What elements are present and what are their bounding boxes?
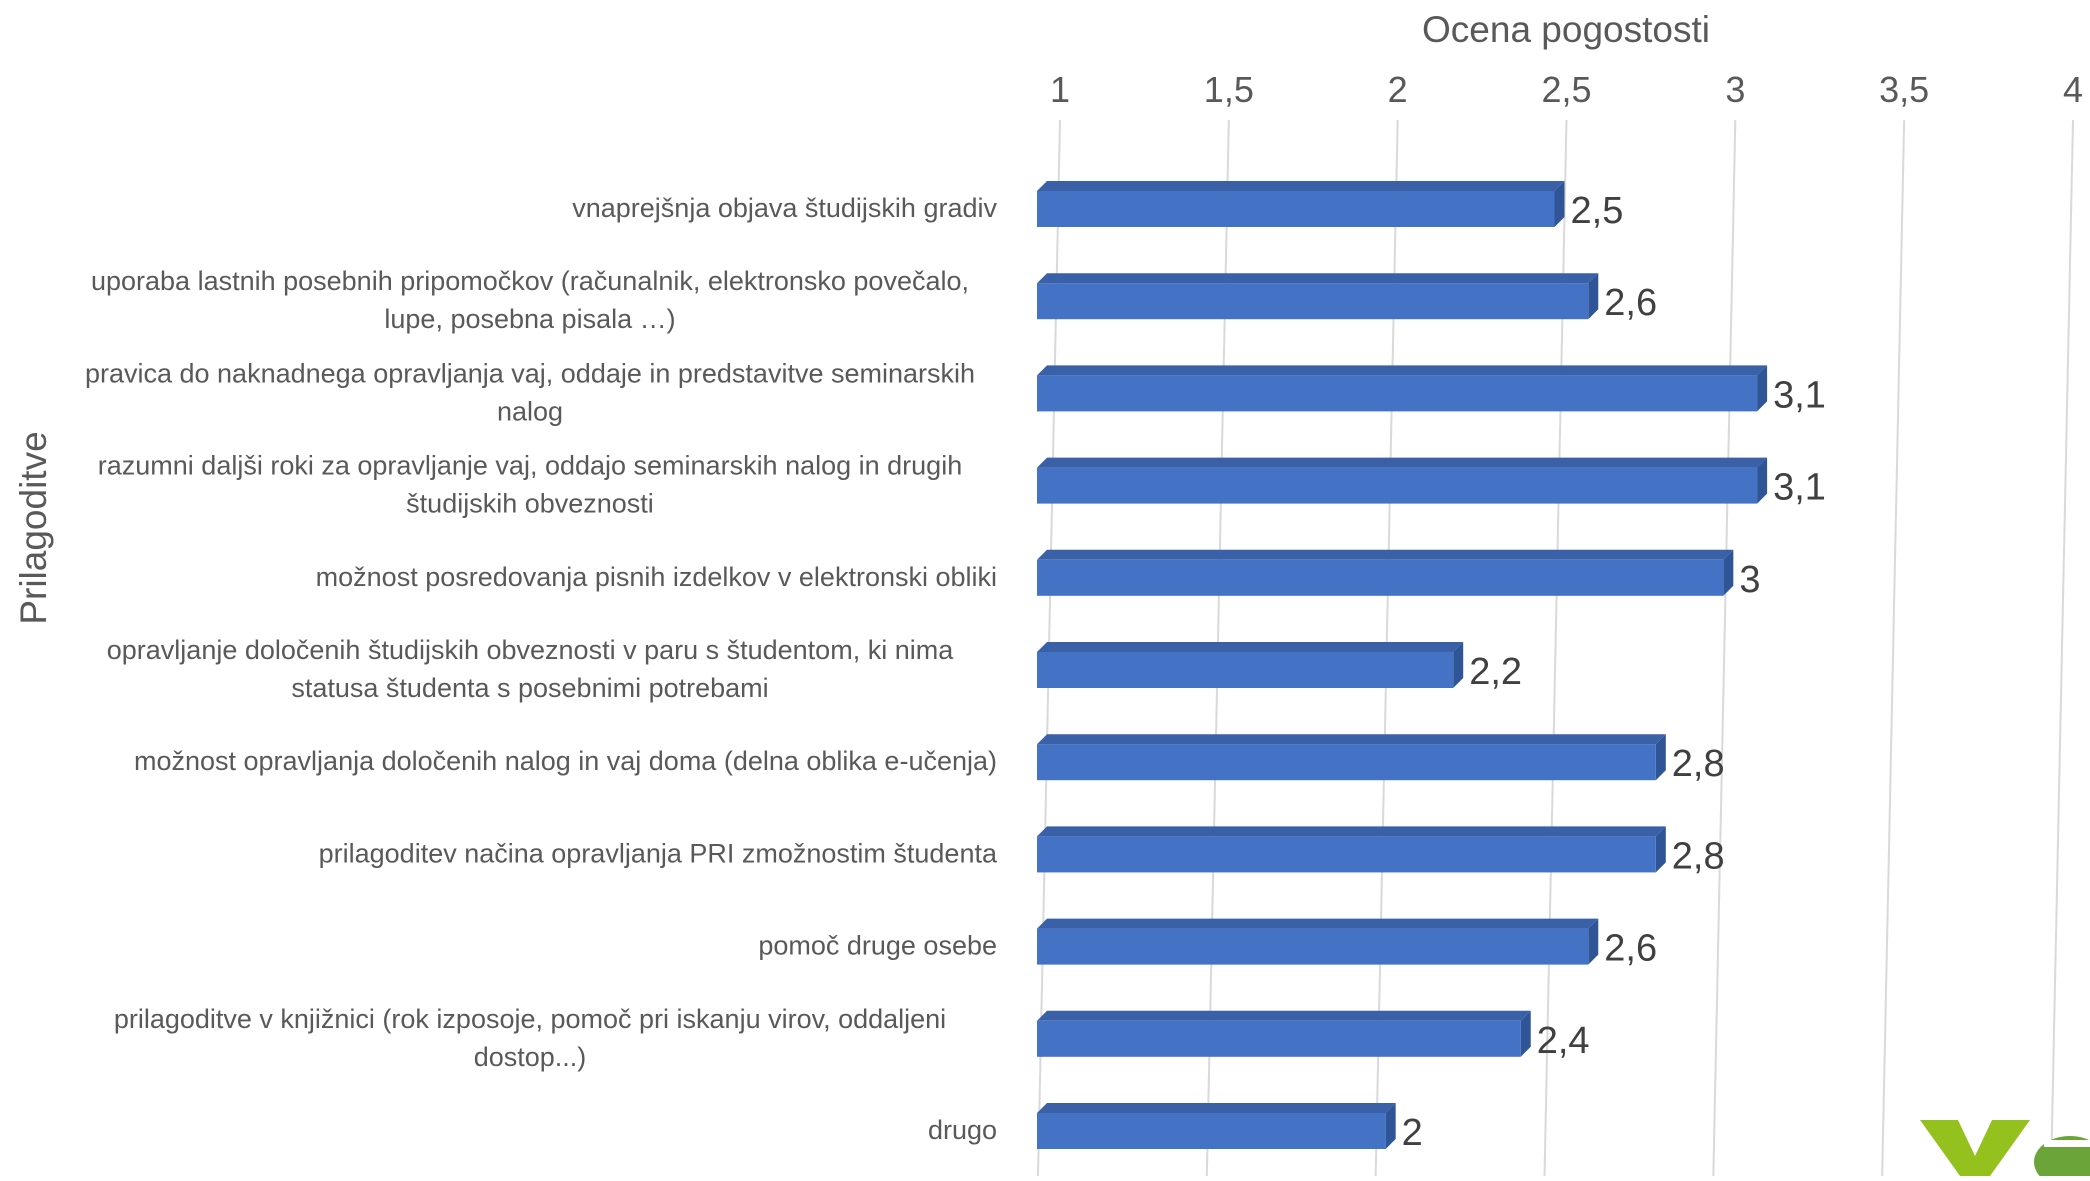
- bar-top-face: [1037, 734, 1666, 744]
- category-label: možnost posredovanja pisnih izdelkov v e…: [316, 562, 997, 592]
- bar-top-face: [1037, 1103, 1396, 1113]
- bar: [1037, 744, 1656, 780]
- bar: [1037, 652, 1453, 688]
- data-label: 3,1: [1773, 374, 1826, 416]
- bar: [1037, 1113, 1386, 1149]
- gridline: [2051, 120, 2073, 1176]
- bar: [1037, 283, 1588, 319]
- bar-top-face: [1037, 181, 1565, 191]
- bar: [1037, 191, 1555, 227]
- bar: [1037, 560, 1723, 596]
- bar: [1037, 1021, 1521, 1057]
- bar-top-face: [1037, 550, 1733, 560]
- data-label: 2,2: [1469, 651, 1522, 693]
- x-tick-label: 4: [2063, 69, 2083, 110]
- gridline: [1882, 120, 1904, 1176]
- data-label: 2,8: [1672, 743, 1725, 785]
- category-label: opravljanje določenih študijskih obvezno…: [107, 635, 954, 703]
- x-axis-title: Ocena pogostosti: [1422, 9, 1710, 50]
- y-axis-title: Prilagoditve: [13, 431, 54, 624]
- data-label: 2,8: [1672, 835, 1725, 877]
- category-label: uporaba lastnih posebnih pripomočkov (ra…: [91, 266, 969, 334]
- data-label: 2,6: [1604, 282, 1657, 324]
- bar: [1037, 468, 1757, 504]
- gridline: [1713, 120, 1735, 1176]
- category-label: pomoč druge osebe: [758, 931, 997, 961]
- data-label: 3,1: [1773, 467, 1826, 509]
- x-tick-label: 3,5: [1879, 69, 1929, 110]
- bar-top-face: [1037, 458, 1767, 468]
- bar-top-face: [1037, 919, 1598, 929]
- bar: [1037, 836, 1656, 872]
- category-label: možnost opravljanja določenih nalog in v…: [134, 746, 997, 776]
- bar-top-face: [1037, 1011, 1531, 1021]
- data-label: 3: [1739, 559, 1760, 601]
- bar: [1037, 375, 1757, 411]
- category-label: drugo: [928, 1115, 997, 1145]
- data-label: 2: [1402, 1112, 1423, 1154]
- x-tick-label: 1,5: [1204, 69, 1254, 110]
- bar-top-face: [1037, 273, 1598, 283]
- corner-logo: [1920, 1120, 2090, 1176]
- category-label: prilagoditev načina opravljanja PRI zmož…: [319, 838, 998, 868]
- x-tick-label: 1: [1050, 69, 1070, 110]
- data-label: 2,4: [1537, 1020, 1590, 1062]
- category-label: prilagoditve v knjižnici (rok izposoje, …: [114, 1004, 946, 1072]
- bar-top-face: [1037, 642, 1463, 652]
- category-label: pravica do naknadnega opravljanja vaj, o…: [85, 358, 975, 426]
- bar-top-face: [1037, 826, 1666, 836]
- bar: [1037, 929, 1588, 965]
- category-label: vnaprejšnja objava študijskih gradiv: [572, 193, 997, 223]
- category-label: razumni daljši roki za opravljanje vaj, …: [98, 451, 962, 519]
- data-label: 2,6: [1604, 928, 1657, 970]
- bar-top-face: [1037, 365, 1767, 375]
- x-tick-label: 3: [1725, 69, 1745, 110]
- x-tick-label: 2: [1388, 69, 1408, 110]
- x-tick-label: 2,5: [1541, 69, 1591, 110]
- data-label: 2,5: [1571, 190, 1624, 232]
